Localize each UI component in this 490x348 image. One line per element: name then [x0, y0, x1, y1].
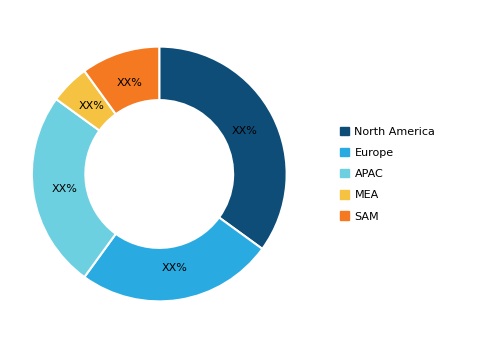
Wedge shape	[159, 47, 287, 249]
Wedge shape	[84, 218, 262, 301]
Wedge shape	[32, 99, 116, 277]
Text: XX%: XX%	[231, 126, 257, 136]
Text: XX%: XX%	[117, 78, 143, 88]
Text: XX%: XX%	[161, 263, 187, 274]
Wedge shape	[56, 71, 116, 130]
Wedge shape	[84, 47, 159, 114]
Text: XX%: XX%	[52, 184, 78, 194]
Legend: North America, Europe, APAC, MEA, SAM: North America, Europe, APAC, MEA, SAM	[340, 127, 435, 221]
Text: XX%: XX%	[79, 101, 105, 111]
